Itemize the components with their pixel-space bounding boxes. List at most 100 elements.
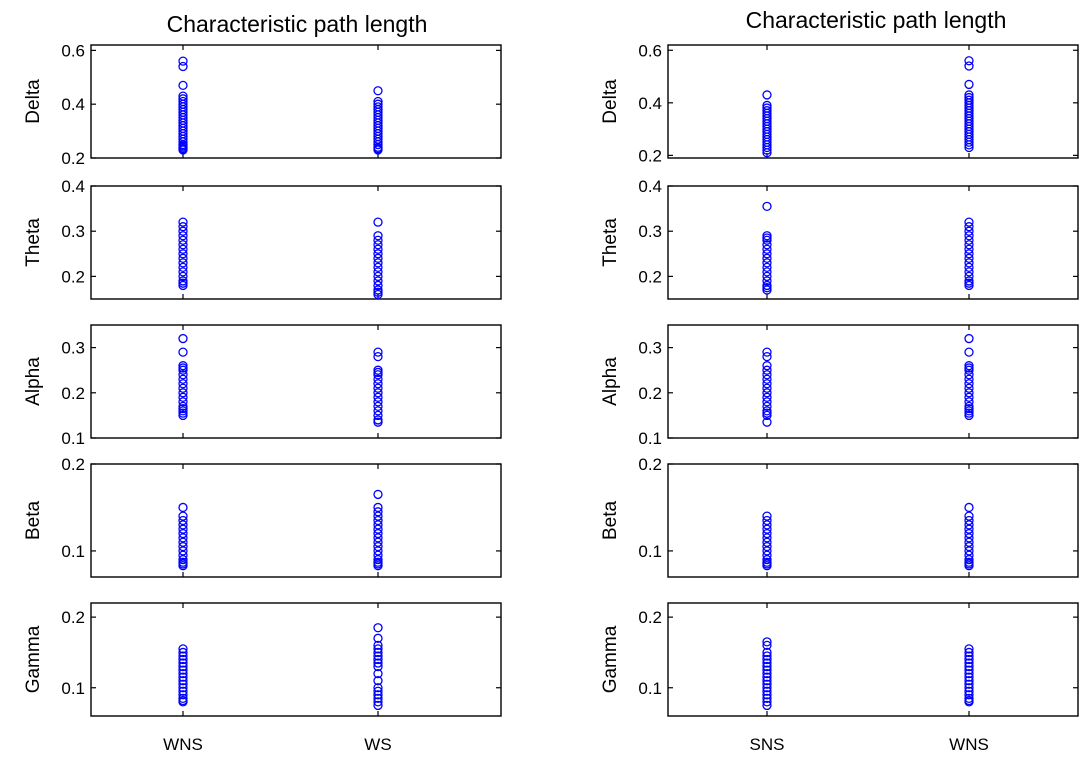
data-point [178, 267, 188, 277]
right-column-title: Characteristic path length [746, 7, 1007, 33]
data-point [373, 289, 383, 300]
data-point [373, 537, 383, 547]
data-point [178, 397, 188, 407]
data-point [178, 658, 188, 668]
data-point [964, 676, 974, 686]
y-axis-label: Delta [600, 79, 621, 124]
data-point [762, 258, 772, 268]
data-point [373, 392, 383, 402]
data-point [964, 240, 974, 250]
data-point [762, 271, 772, 282]
y-tick-label: 0.4 [61, 95, 85, 114]
data-point [964, 654, 974, 665]
y-axis-label: Alpha [600, 357, 621, 406]
data-point [964, 271, 974, 282]
data-point [964, 222, 974, 232]
y-tick-label: 0.1 [638, 429, 662, 448]
data-point [178, 249, 188, 259]
data-point [964, 137, 974, 147]
data-point [762, 654, 772, 665]
data-point [373, 511, 383, 521]
data-point [373, 561, 383, 571]
data-point [178, 528, 188, 539]
data-point [178, 679, 188, 689]
y-tick-label: 0.1 [61, 542, 85, 561]
y-tick-label: 0.2 [61, 149, 85, 168]
data-point [178, 647, 188, 658]
data-point [178, 546, 188, 556]
data-point [178, 244, 188, 254]
y-axis-label: Delta [23, 79, 44, 124]
data-point [762, 267, 772, 277]
data-point [373, 550, 383, 560]
data-point [762, 686, 772, 696]
data-point [762, 383, 772, 393]
data-point [373, 235, 383, 245]
data-point [762, 249, 772, 259]
data-point [373, 697, 383, 707]
panel-theta: 0.2 0.3 0.4 Theta [600, 177, 1079, 300]
panel-gamma: 0.1 0.2 Gamma [23, 602, 502, 717]
data-point [373, 86, 383, 96]
data-point [762, 651, 772, 661]
data-point [762, 401, 772, 412]
data-point [762, 561, 772, 571]
y-tick-label: 0.3 [638, 222, 662, 241]
data-point [178, 533, 188, 543]
data-point [964, 546, 974, 556]
data-point [964, 550, 974, 560]
y-tick-label: 0.4 [638, 94, 662, 113]
data-point [373, 668, 383, 679]
data-point [762, 201, 772, 211]
x-category-label: WS [364, 735, 391, 754]
data-point [964, 644, 974, 654]
axes-frame [667, 602, 1079, 717]
data-point [762, 637, 772, 647]
data-point [762, 700, 772, 711]
data-point [762, 361, 772, 371]
data-point [373, 249, 383, 259]
data-point [964, 651, 974, 661]
data-point [178, 410, 188, 421]
data-point [762, 690, 772, 700]
panel-alpha: 0.1 0.2 0.3 Alpha [23, 324, 502, 448]
data-point [373, 515, 383, 526]
data-point [762, 550, 772, 560]
data-point [762, 244, 772, 254]
data-point [373, 502, 383, 513]
data-point [964, 217, 974, 227]
data-point [762, 640, 772, 651]
data-point [762, 537, 772, 547]
data-point [178, 388, 188, 398]
data-point [373, 528, 383, 539]
data-point [964, 142, 974, 153]
data-point [964, 690, 974, 700]
data-point [964, 541, 974, 552]
data-point [964, 280, 974, 291]
panel-gamma: 0.1 0.2 Gamma [600, 602, 1079, 717]
panel-theta: 0.2 0.3 0.4 Theta [23, 177, 502, 300]
y-tick-label: 0.3 [638, 339, 662, 358]
data-point [964, 524, 974, 534]
data-point [178, 550, 188, 560]
axes-frame [90, 44, 502, 159]
data-point [762, 392, 772, 402]
data-point [762, 410, 772, 421]
data-point [964, 383, 974, 393]
data-point [964, 56, 974, 66]
data-point [762, 554, 772, 565]
data-point [178, 145, 188, 155]
data-point [178, 258, 188, 268]
data-point [178, 690, 188, 700]
plot-area: 0.2 0.4 0.6 Delta 0.2 0.3 0.4 Theta 0.1 0.2 0.3 Alp… [23, 41, 1079, 754]
axes-frame [667, 463, 1079, 578]
data-point [762, 658, 772, 668]
x-category-label: SNS [750, 735, 785, 754]
data-point [762, 397, 772, 407]
data-point [373, 554, 383, 565]
axes-frame [90, 463, 502, 578]
data-point [373, 700, 383, 711]
data-point [373, 262, 383, 273]
data-point [964, 140, 974, 150]
y-tick-label: 0.2 [638, 267, 662, 286]
